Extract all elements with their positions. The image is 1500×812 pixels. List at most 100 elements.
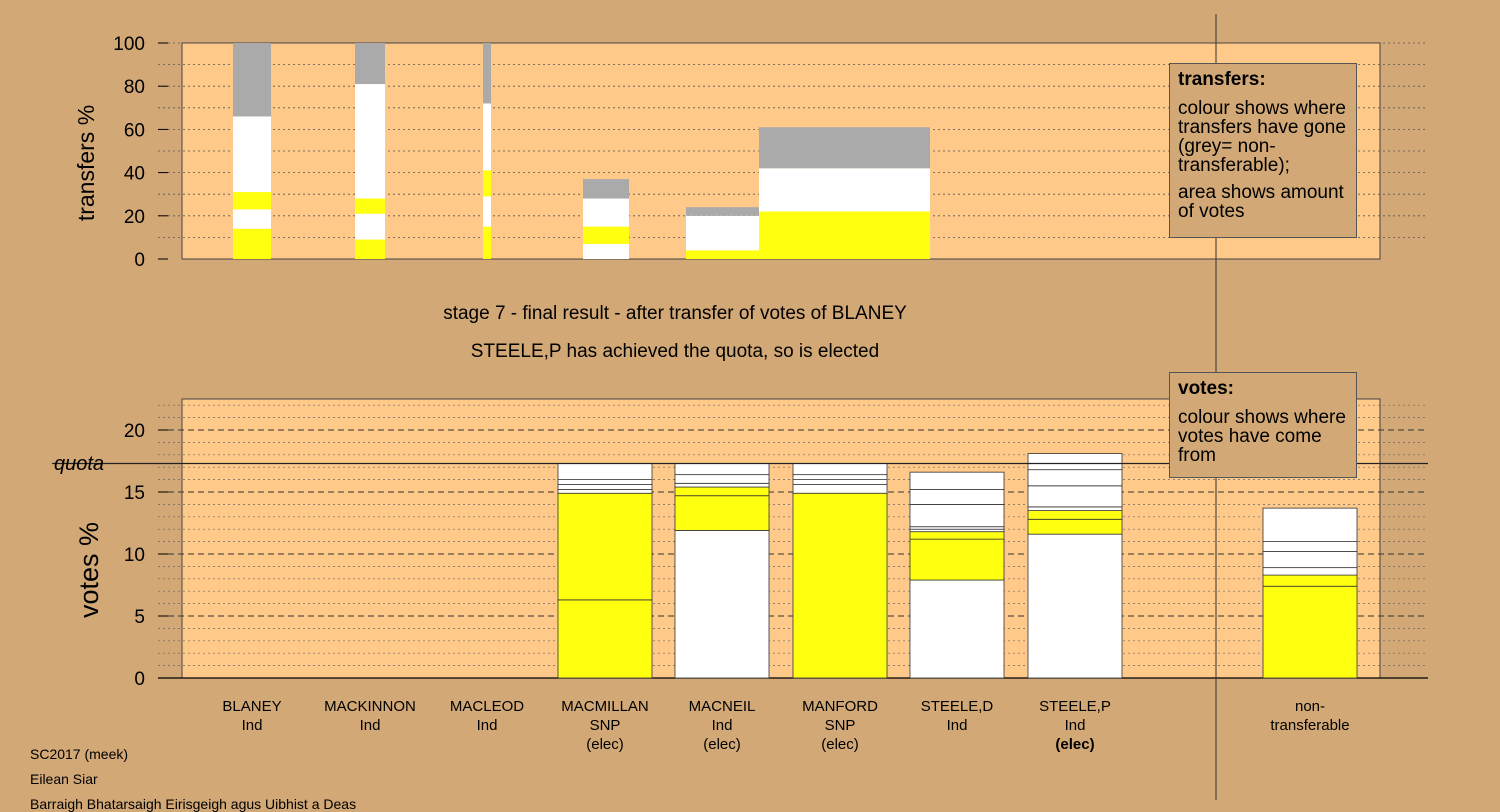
vote-segment [1262,585,1358,679]
transfers-y-tick-label: 0 [134,250,145,271]
candidate-label: MACKINNON Ind [305,697,435,735]
candidate-name: STEELE,D [920,698,994,715]
candidate-party: SNP [589,717,621,734]
vote-segment [1027,453,1123,471]
candidate-label: MACLEOD Ind [422,697,552,735]
transfer-segment [355,43,385,85]
vote-segment [909,489,1005,505]
transfers-y-tick-label: 40 [124,164,145,185]
transfers-y-tick-label: 100 [113,34,145,55]
transfer-segment [583,179,629,199]
vote-segment [557,489,653,494]
candidate-label: BLANEY Ind [187,697,317,735]
candidate-label: non-transferable [1245,697,1375,735]
stage-title: stage 7 - final result - after transfer … [443,303,907,324]
votes-y-tick-label: 20 [124,421,145,442]
transfer-segment [233,43,271,117]
vote-segment [792,479,888,485]
vote-segment [792,474,888,481]
votes-y-tick-label: 5 [134,607,145,628]
transfer-segment [355,213,385,240]
vote-segment [1262,567,1358,576]
vote-segment [1027,533,1123,679]
vote-segment [674,495,770,531]
candidate-name: STEELE,P [1039,698,1111,715]
vote-segment [1262,551,1358,569]
candidate-party: SNP [824,717,856,734]
vote-segment [1027,518,1123,535]
vote-segment [557,492,653,601]
transfer-segment [686,250,759,259]
transfers-legend-body: colour shows where transfers have gone (… [1178,98,1346,176]
transfer-segment [233,116,271,193]
transfer-segment [355,84,385,199]
vote-segment [557,599,653,679]
vote-segment [557,463,653,481]
transfer-segment [686,215,759,251]
candidate-status: (elec) [586,736,624,753]
votes-y-tick-label: 0 [134,669,145,690]
transfers-y-tick-label: 20 [124,207,145,228]
transfer-segment [583,226,629,244]
vote-segment [1262,574,1358,587]
quota-label: quota [54,453,104,475]
vote-segment [909,503,1005,528]
transfer-segment [355,198,385,214]
transfer-segment [483,226,491,259]
vote-segment [1027,506,1123,512]
vote-segment [674,463,770,476]
candidate-party: transferable [1270,717,1350,734]
candidate-label: MANFORD SNP (elec) [775,697,905,754]
vote-segment [792,463,888,476]
transfer-segment [483,43,491,104]
candidate-status: (elec) [1055,736,1095,753]
candidate-name: non- [1294,698,1326,715]
transfer-segment [483,103,491,171]
transfer-segment [355,239,385,259]
candidate-party: Ind [1064,717,1086,734]
votes-plot: 0 5 10 15 20 [52,398,1428,690]
transfer-segment [759,211,930,259]
candidate-party: Ind [946,717,968,734]
vote-segment [1027,510,1123,520]
candidate-name: MANFORD [802,698,878,715]
transfers-legend-title: transfers: [1178,69,1266,90]
transfer-segment [233,192,271,210]
vote-segment [792,492,888,679]
vote-segment [1027,469,1123,487]
transfer-segment [483,170,491,197]
transfer-segment [233,228,271,259]
vote-segment [909,471,1005,490]
vote-segment [792,484,888,494]
candidate-name: BLANEY [222,698,282,715]
candidate-name: MACKINNON [324,698,416,715]
footer-council: Eilean Siar [30,771,98,787]
stage-subtitle: STEELE,P has achieved the quota, so is e… [470,341,880,362]
transfer-segment [233,209,271,229]
vote-segment [674,486,770,497]
transfer-segment [759,168,930,212]
candidate-name: MACLEOD [449,698,525,715]
vote-segment [557,479,653,485]
transfers-y-tick-label: 80 [124,77,145,98]
votes-legend-title: votes: [1178,378,1234,399]
votes-legend-body: colour shows where votes have come from [1178,407,1346,466]
votes-y-axis-label: votes % [74,522,104,618]
votes-y-tick-label: 15 [124,483,145,504]
transfer-segment [583,243,629,259]
vote-segment [1262,541,1358,552]
candidate-label: MACMILLAN SNP (elec) [540,697,670,754]
transfers-y-axis-label: transfers % [73,105,99,221]
vote-segment [674,474,770,484]
transfer-segment [583,198,629,227]
transfers-legend: transfers: colour shows where transfers … [1169,63,1357,238]
candidate-status: (elec) [821,736,859,753]
votes-legend: votes: colour shows where votes have com… [1169,372,1357,478]
vote-segment [909,538,1005,581]
candidate-label: STEELE,P Ind (elec) [1010,697,1140,754]
candidate-name: MACMILLAN [561,698,649,715]
vote-segment [1262,507,1358,542]
footer-method: SC2017 (meek) [30,746,129,762]
candidate-status: (elec) [703,736,741,753]
candidate-label: STEELE,D Ind [892,697,1022,735]
